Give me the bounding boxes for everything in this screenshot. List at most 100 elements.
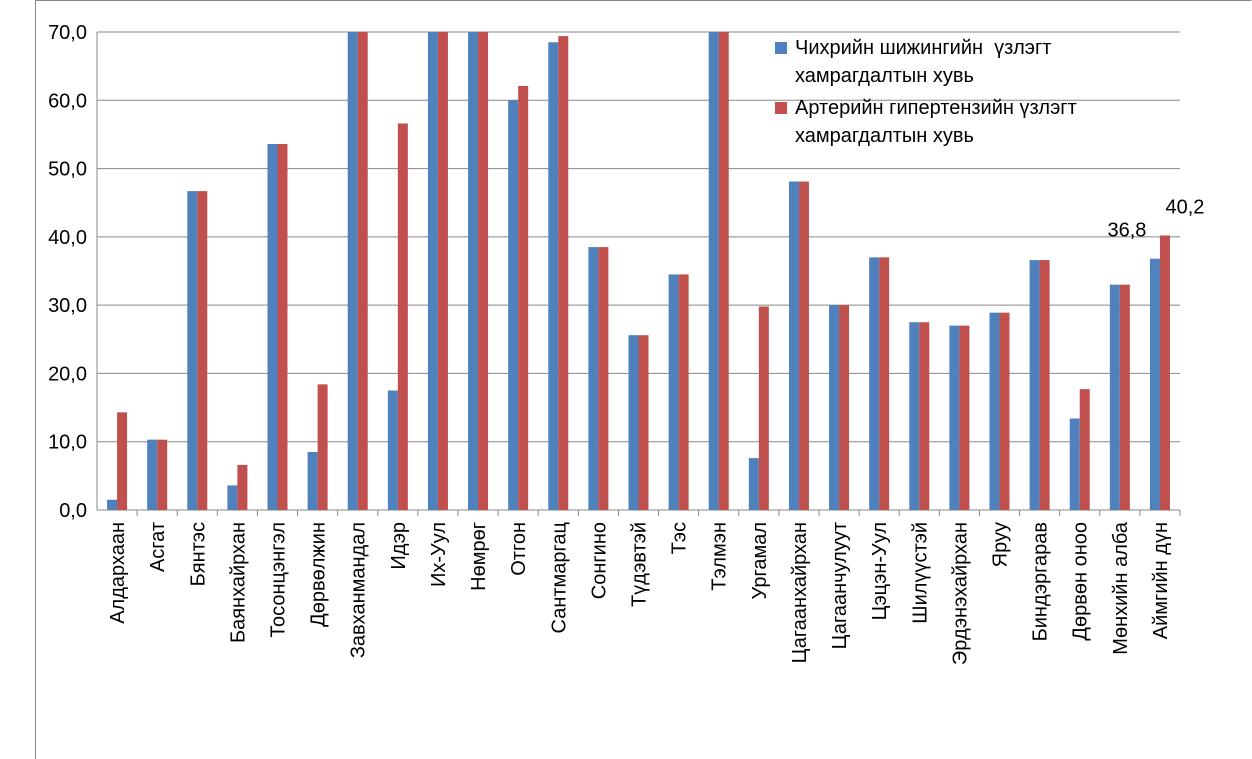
bar (107, 499, 118, 510)
x-tick-label: Асгат (147, 522, 169, 572)
x-tick-label: Аймгийн дүн (1150, 522, 1172, 639)
y-tick-label: 0,0 (59, 500, 87, 522)
x-tick-label: Тосонцэнгэл (268, 522, 290, 638)
bar (277, 143, 288, 510)
bar (117, 412, 128, 510)
x-tick-label: Цэцэн-Уул (869, 522, 891, 620)
x-tick-label: Алдархаан (107, 522, 129, 624)
bar (347, 32, 358, 510)
bar (468, 32, 479, 510)
bar (989, 312, 1000, 510)
bar (437, 32, 448, 510)
bar (668, 274, 679, 510)
bar (187, 191, 198, 510)
bar (1029, 260, 1040, 510)
bar (357, 32, 368, 510)
bar (227, 485, 238, 510)
x-tick-label: Ургамал (749, 522, 771, 599)
x-tick-label: Цагаанхайрхан (789, 522, 811, 663)
frame (35, 0, 1252, 759)
data-label: 40,2 (1165, 196, 1204, 218)
bar (307, 451, 318, 510)
bar (788, 181, 799, 510)
x-tick-label: Завханмандал (348, 522, 370, 658)
bar (758, 306, 769, 510)
bar (558, 36, 569, 511)
bar (879, 257, 890, 510)
bar (1079, 389, 1090, 510)
bar (267, 143, 278, 510)
bar (829, 305, 840, 510)
legend-swatch (775, 42, 787, 54)
bar (959, 325, 970, 510)
bar (718, 32, 729, 510)
bar (237, 464, 248, 510)
x-tick-label: Цагаанчулуут (829, 522, 851, 649)
bar (798, 181, 809, 510)
x-tick-label: Сонгино (588, 522, 610, 599)
x-tick-label: Шилүүстэй (909, 522, 931, 624)
bar (397, 123, 408, 510)
bar (839, 305, 850, 510)
bar (748, 458, 759, 510)
x-tick-label: Яруу (990, 522, 1012, 567)
bar (427, 32, 438, 510)
legend-item: Артерийн гипертензийн үзлэгт хамрагдалты… (775, 94, 1145, 150)
x-tick-label: Түдэвтэй (629, 522, 651, 607)
x-tick-label: Отгон (508, 522, 530, 576)
bar (1109, 284, 1120, 510)
x-tick-label: Дөрвөлжин (308, 522, 330, 627)
bar (869, 257, 880, 510)
bar (317, 384, 328, 510)
bar (478, 32, 489, 510)
data-label: 36,8 (1107, 220, 1146, 242)
legend-item: Чихрийн шижингийн үзлэгт хамрагдалтын ху… (775, 34, 1145, 90)
bar (638, 335, 649, 510)
bar (588, 247, 599, 510)
bar (909, 322, 920, 510)
x-tick-label: Эрдэнэхайрхан (949, 522, 971, 665)
x-tick-label: Тэс (669, 522, 691, 554)
x-tick-label: Дөрвөн оноо (1070, 522, 1092, 641)
bar (508, 100, 519, 511)
bar (598, 247, 609, 510)
bar (1119, 284, 1130, 510)
bar (949, 325, 960, 510)
x-tick-label: Их-Уул (428, 522, 450, 587)
y-tick-label: 50,0 (48, 159, 87, 181)
bar (518, 85, 529, 511)
bar (628, 335, 639, 510)
x-tick-label: Биндэргарав (1030, 522, 1052, 641)
x-tick-label: Сантмаргац (548, 522, 570, 633)
x-tick-label: Тэлмэн (709, 522, 731, 591)
bar (387, 390, 398, 510)
x-tick-label: Нөмрөг (468, 522, 490, 591)
bar (197, 191, 208, 510)
bar (919, 322, 930, 510)
y-tick-label: 70,0 (48, 22, 87, 44)
bar (157, 439, 168, 510)
y-tick-label: 20,0 (48, 363, 87, 385)
bar (1039, 260, 1050, 510)
bar (999, 312, 1010, 510)
bar (1159, 235, 1170, 510)
y-tick-label: 30,0 (48, 295, 87, 317)
y-tick-label: 60,0 (48, 90, 87, 112)
y-tick-label: 10,0 (48, 432, 87, 454)
x-tick-label: Идэр (388, 522, 410, 570)
legend-label: Чихрийн шижингийн үзлэгт хамрагдалтын ху… (795, 37, 1058, 87)
bar (1069, 418, 1080, 510)
x-tick-label: Бянтэс (187, 522, 209, 586)
y-tick-label: 40,0 (48, 227, 87, 249)
bar (548, 42, 559, 510)
bar (147, 439, 158, 510)
legend-swatch (775, 102, 787, 114)
legend-label: Артерийн гипертензийн үзлэгт хамрагдалты… (795, 97, 1083, 147)
x-tick-label: Мөнхийн алба (1110, 521, 1132, 655)
bar (708, 32, 719, 510)
legend: Чихрийн шижингийн үзлэгт хамрагдалтын ху… (775, 34, 1145, 154)
bar (1149, 258, 1160, 510)
bar (678, 274, 689, 510)
